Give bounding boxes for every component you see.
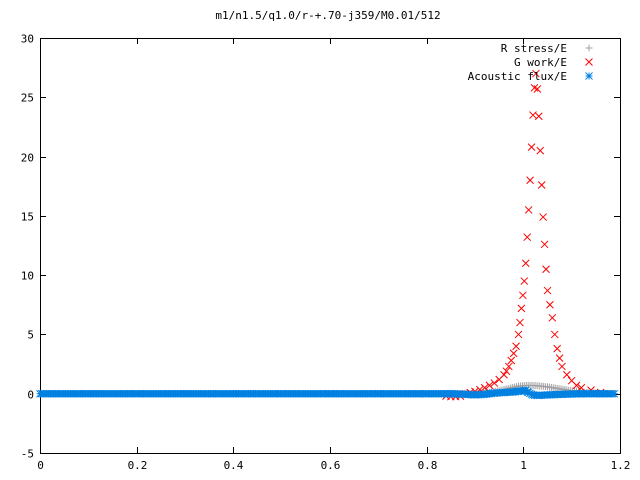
data-point	[504, 362, 513, 371]
x-tick-label: 0	[37, 459, 44, 472]
legend-marker	[585, 58, 593, 66]
x-tick-label: 0.4	[224, 459, 244, 472]
data-point	[500, 370, 508, 379]
data-point	[509, 349, 518, 358]
data-point	[524, 206, 533, 214]
y-tick-label: 25	[21, 92, 34, 105]
chart-title: m1/n1.5/q1.0/r-+.70-j359/M0.01/512	[215, 9, 440, 22]
y-tick-label: 20	[21, 152, 34, 165]
data-point	[550, 330, 559, 339]
data-point	[527, 143, 536, 151]
data-point	[546, 300, 554, 309]
data-point	[518, 291, 527, 300]
data-point	[539, 213, 548, 221]
data-point	[562, 370, 571, 379]
data-point	[542, 265, 550, 274]
y-tick-label: 0	[27, 389, 34, 402]
data-point	[485, 381, 494, 390]
data-point	[523, 233, 532, 242]
x-tick-label: 1	[520, 459, 527, 472]
data-point	[490, 379, 499, 387]
legend-marker	[585, 72, 593, 80]
data-point	[516, 318, 524, 327]
data-point	[540, 240, 549, 249]
data-point	[537, 181, 546, 189]
data-point	[543, 286, 552, 295]
data-point	[512, 342, 520, 351]
x-tick-label: 0.2	[128, 459, 148, 472]
data-point	[530, 83, 539, 92]
data-point	[520, 277, 529, 285]
data-point	[502, 367, 511, 376]
series-2	[36, 386, 619, 400]
data-point	[553, 344, 562, 353]
data-point	[555, 354, 564, 362]
legend-marker	[585, 44, 593, 52]
x-tick-label: 0.8	[418, 459, 438, 472]
y-tick-label: 15	[21, 211, 34, 224]
data-point	[572, 381, 581, 390]
legend-label: G work/E	[514, 56, 567, 69]
y-tick-label: 30	[21, 33, 34, 46]
data-point	[480, 383, 489, 392]
y-tick-label: 5	[27, 329, 34, 342]
data-point	[532, 69, 540, 78]
data-point	[521, 259, 530, 268]
data-point	[534, 112, 543, 121]
data-point	[610, 389, 619, 398]
data-point	[558, 362, 566, 371]
data-point	[548, 313, 557, 322]
data-point	[533, 85, 542, 93]
x-tick-label: 0.6	[321, 459, 341, 472]
data-point	[514, 330, 523, 339]
y-tick-label: -5	[21, 448, 34, 461]
data-point	[526, 176, 534, 185]
series-1	[442, 69, 605, 401]
legend-label: R stress/E	[501, 42, 567, 55]
legend-label: Acoustic flux/E	[468, 70, 567, 83]
data-point	[517, 304, 526, 313]
data-marks	[36, 69, 619, 401]
data-point	[536, 146, 545, 155]
y-tick-label: 10	[21, 270, 34, 283]
x-tick-label: 1.2	[611, 459, 631, 472]
data-point	[507, 356, 516, 365]
